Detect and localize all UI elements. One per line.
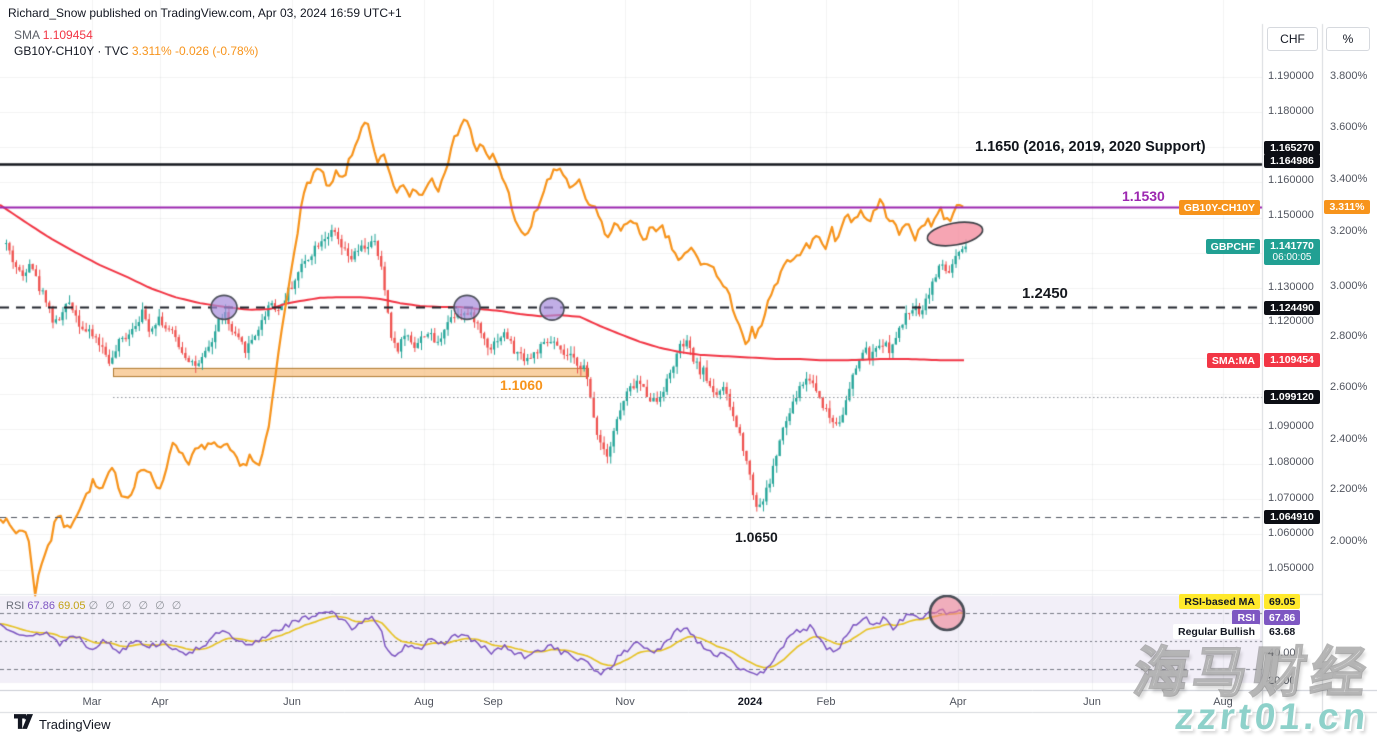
time-axis-tick: Aug [1213,696,1233,708]
tradingview-logo-text: TradingView [39,716,111,732]
price-axis-tick: 1.070000 [1268,492,1314,504]
price-axis-tick: 1.190000 [1268,70,1314,82]
price-annotation: 1.1530 [1122,188,1165,204]
price-axis-tick: 1.050000 [1268,562,1314,574]
rsi-empty-values: ∅ ∅ ∅ ∅ ∅ ∅ [88,600,184,612]
percent-axis-tick: 2.000% [1330,535,1368,547]
legend-sma-row[interactable]: SMA 1.109454 [14,27,258,43]
rsi-axis-tick: 40.00 [1268,647,1296,659]
percent-axis-tick: 2.600% [1330,381,1368,393]
percent-scale-button[interactable]: % [1326,27,1370,51]
chart-legend: SMA 1.109454 GB10Y-CH10Y · TVC 3.311% -0… [14,27,258,59]
rsi-legend[interactable]: RSI 67.86 69.05 ∅ ∅ ∅ ∅ ∅ ∅ [6,599,183,612]
price-annotation: 1.1060 [500,377,543,393]
percent-axis-tick: 2.200% [1330,483,1368,495]
rsi-value: 67.86 [27,600,55,612]
sma-label: SMA [14,28,40,42]
percent-badge: 3.311% [1324,200,1370,214]
rsi-row-value: 67.86 [1264,610,1301,625]
rsi-row-label: RSI-based MA [1179,594,1260,609]
watermark-url: zzrt01.cn [1172,696,1372,737]
chf-scale-button[interactable]: CHF [1267,27,1318,51]
price-axis-tick: 1.180000 [1268,105,1314,117]
time-axis-tick: Feb [816,696,836,708]
percent-axis-tick: 2.800% [1330,330,1368,342]
rsi-row-value: 69.05 [1264,594,1301,609]
price-axis-tick: 1.060000 [1268,527,1314,539]
overlay-symbol-value: 3.311% [131,44,172,58]
price-axis-tick: 1.130000 [1268,281,1314,293]
percent-axis-tick: 3.800% [1330,70,1368,82]
time-axis-tick: Aug [414,696,434,708]
price-badge: 1.064910 [1264,510,1320,524]
series-name-badge: GBPCHF [1205,239,1260,254]
price-annotation: 1.0650 [735,529,778,545]
price-annotation: 1.2450 [1022,285,1068,302]
price-badge: 1.164986 [1264,154,1320,168]
time-axis-tick: Nov [615,696,635,708]
series-name-badge: GB10Y-CH10Y [1178,200,1260,215]
price-annotation: 1.1650 (2016, 2019, 2020 Support) [975,139,1206,155]
percent-axis-tick: 3.000% [1330,280,1368,292]
tradingview-logo-icon [14,714,33,734]
overlay-symbol-label: GB10Y-CH10Y · TVC [14,44,129,58]
rsi-row-label: Regular Bullish [1172,624,1260,639]
percent-axis-tick: 3.600% [1330,121,1368,133]
percent-axis-tick: 2.400% [1330,433,1368,445]
rsi-row-value: 63.68 [1269,625,1296,638]
series-name-badge: SMA:MA [1206,353,1260,368]
rsi-indicator-label: RSI [6,600,25,612]
legend-symbol-row[interactable]: GB10Y-CH10Y · TVC 3.311% -0.026 (-0.78%) [14,43,258,59]
price-axis-tick: 1.090000 [1268,420,1314,432]
overlay-symbol-change: -0.026 (-0.78%) [175,44,259,58]
time-axis-tick: Apr [151,696,169,708]
time-axis-tick: Mar [82,696,102,708]
time-axis-tick: Sep [483,696,503,708]
rsi-ma-value: 69.05 [58,600,86,612]
price-axis-tick: 1.120000 [1268,315,1314,327]
price-badge: 1.109454 [1264,353,1320,367]
sma-value: 1.109454 [42,28,93,42]
price-axis-tick: 1.160000 [1268,174,1314,186]
percent-axis-tick: 3.400% [1330,173,1368,185]
rsi-axis-tick: 20.00 [1268,675,1296,687]
countdown-timer: 06:00:05 [1272,252,1312,263]
publish-header: Richard_Snow published on TradingView.co… [8,6,402,20]
time-axis-tick: Jun [1083,696,1101,708]
price-axis-tick: 1.150000 [1268,209,1314,221]
price-badge: 1.124490 [1264,301,1320,315]
tradingview-logo[interactable]: TradingView [14,714,111,734]
price-badge: 1.099120 [1264,390,1320,404]
time-axis-tick: 2024 [737,696,763,708]
percent-axis-tick: 3.200% [1330,225,1368,237]
rsi-row-label: RSI [1232,610,1260,625]
time-axis-tick: Apr [949,696,967,708]
price-axis-tick: 1.080000 [1268,456,1314,468]
time-axis-tick: Jun [283,696,301,708]
price-badge: 1.141770 06:00:05 [1264,239,1320,265]
price-badge: 1.165270 [1264,141,1320,155]
